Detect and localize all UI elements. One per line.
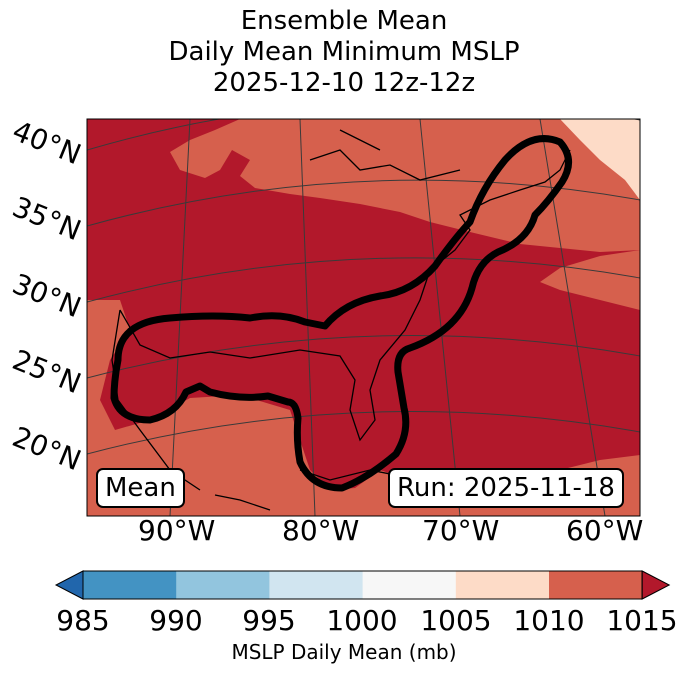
map-title: Ensemble Mean Daily Mean Minimum MSLP 20… bbox=[0, 6, 688, 99]
colorbar-extend-high bbox=[641, 570, 671, 600]
lon-label-80w: 80°W bbox=[282, 514, 360, 547]
lon-label-70w: 70°W bbox=[422, 514, 500, 547]
colorbar-tick-985: 985 bbox=[56, 604, 110, 637]
field-1010-1015-west bbox=[87, 300, 640, 516]
colorbar-tick-1015: 1015 bbox=[606, 604, 678, 637]
title-line-2: Daily Mean Minimum MSLP bbox=[168, 37, 520, 67]
pressure-map bbox=[86, 118, 641, 517]
graticule bbox=[87, 119, 640, 516]
mean-label-box: Mean bbox=[96, 468, 185, 508]
colorbar bbox=[54, 570, 671, 600]
field-1005-1010 bbox=[560, 119, 640, 200]
field-1010-1015-north bbox=[170, 119, 640, 252]
colorbar-tick-1005: 1005 bbox=[420, 604, 492, 637]
lon-label-60w: 60°W bbox=[566, 514, 644, 547]
colorbar-extend-low bbox=[54, 570, 84, 600]
colorbar-bin-1010-1015 bbox=[549, 571, 643, 599]
colorbar-tick-1010: 1010 bbox=[513, 604, 585, 637]
colorbar-bin-1000-1005 bbox=[362, 571, 457, 599]
colorbar-bin-1005-1010 bbox=[455, 571, 550, 599]
colorbar-bin-990-995 bbox=[176, 571, 270, 599]
colorbar-tick-995: 995 bbox=[242, 604, 296, 637]
colorbar-bin-995-1000 bbox=[269, 571, 364, 599]
colorbar-label: MSLP Daily Mean (mb) bbox=[231, 640, 457, 664]
colorbar-bin-985-990 bbox=[83, 571, 177, 599]
colorbar-tick-1000: 1000 bbox=[326, 604, 398, 637]
map-frame bbox=[86, 118, 641, 517]
run-date-box: Run: 2025-11-18 bbox=[388, 468, 624, 508]
title-line-1: Ensemble Mean bbox=[240, 6, 448, 36]
pressure-contour bbox=[110, 135, 572, 492]
colorbar-tick-990: 990 bbox=[149, 604, 203, 637]
title-line-3: 2025-12-10 12z-12z bbox=[212, 68, 476, 98]
lon-label-90w: 90°W bbox=[138, 514, 216, 547]
field-1010-1015-east bbox=[540, 250, 640, 310]
